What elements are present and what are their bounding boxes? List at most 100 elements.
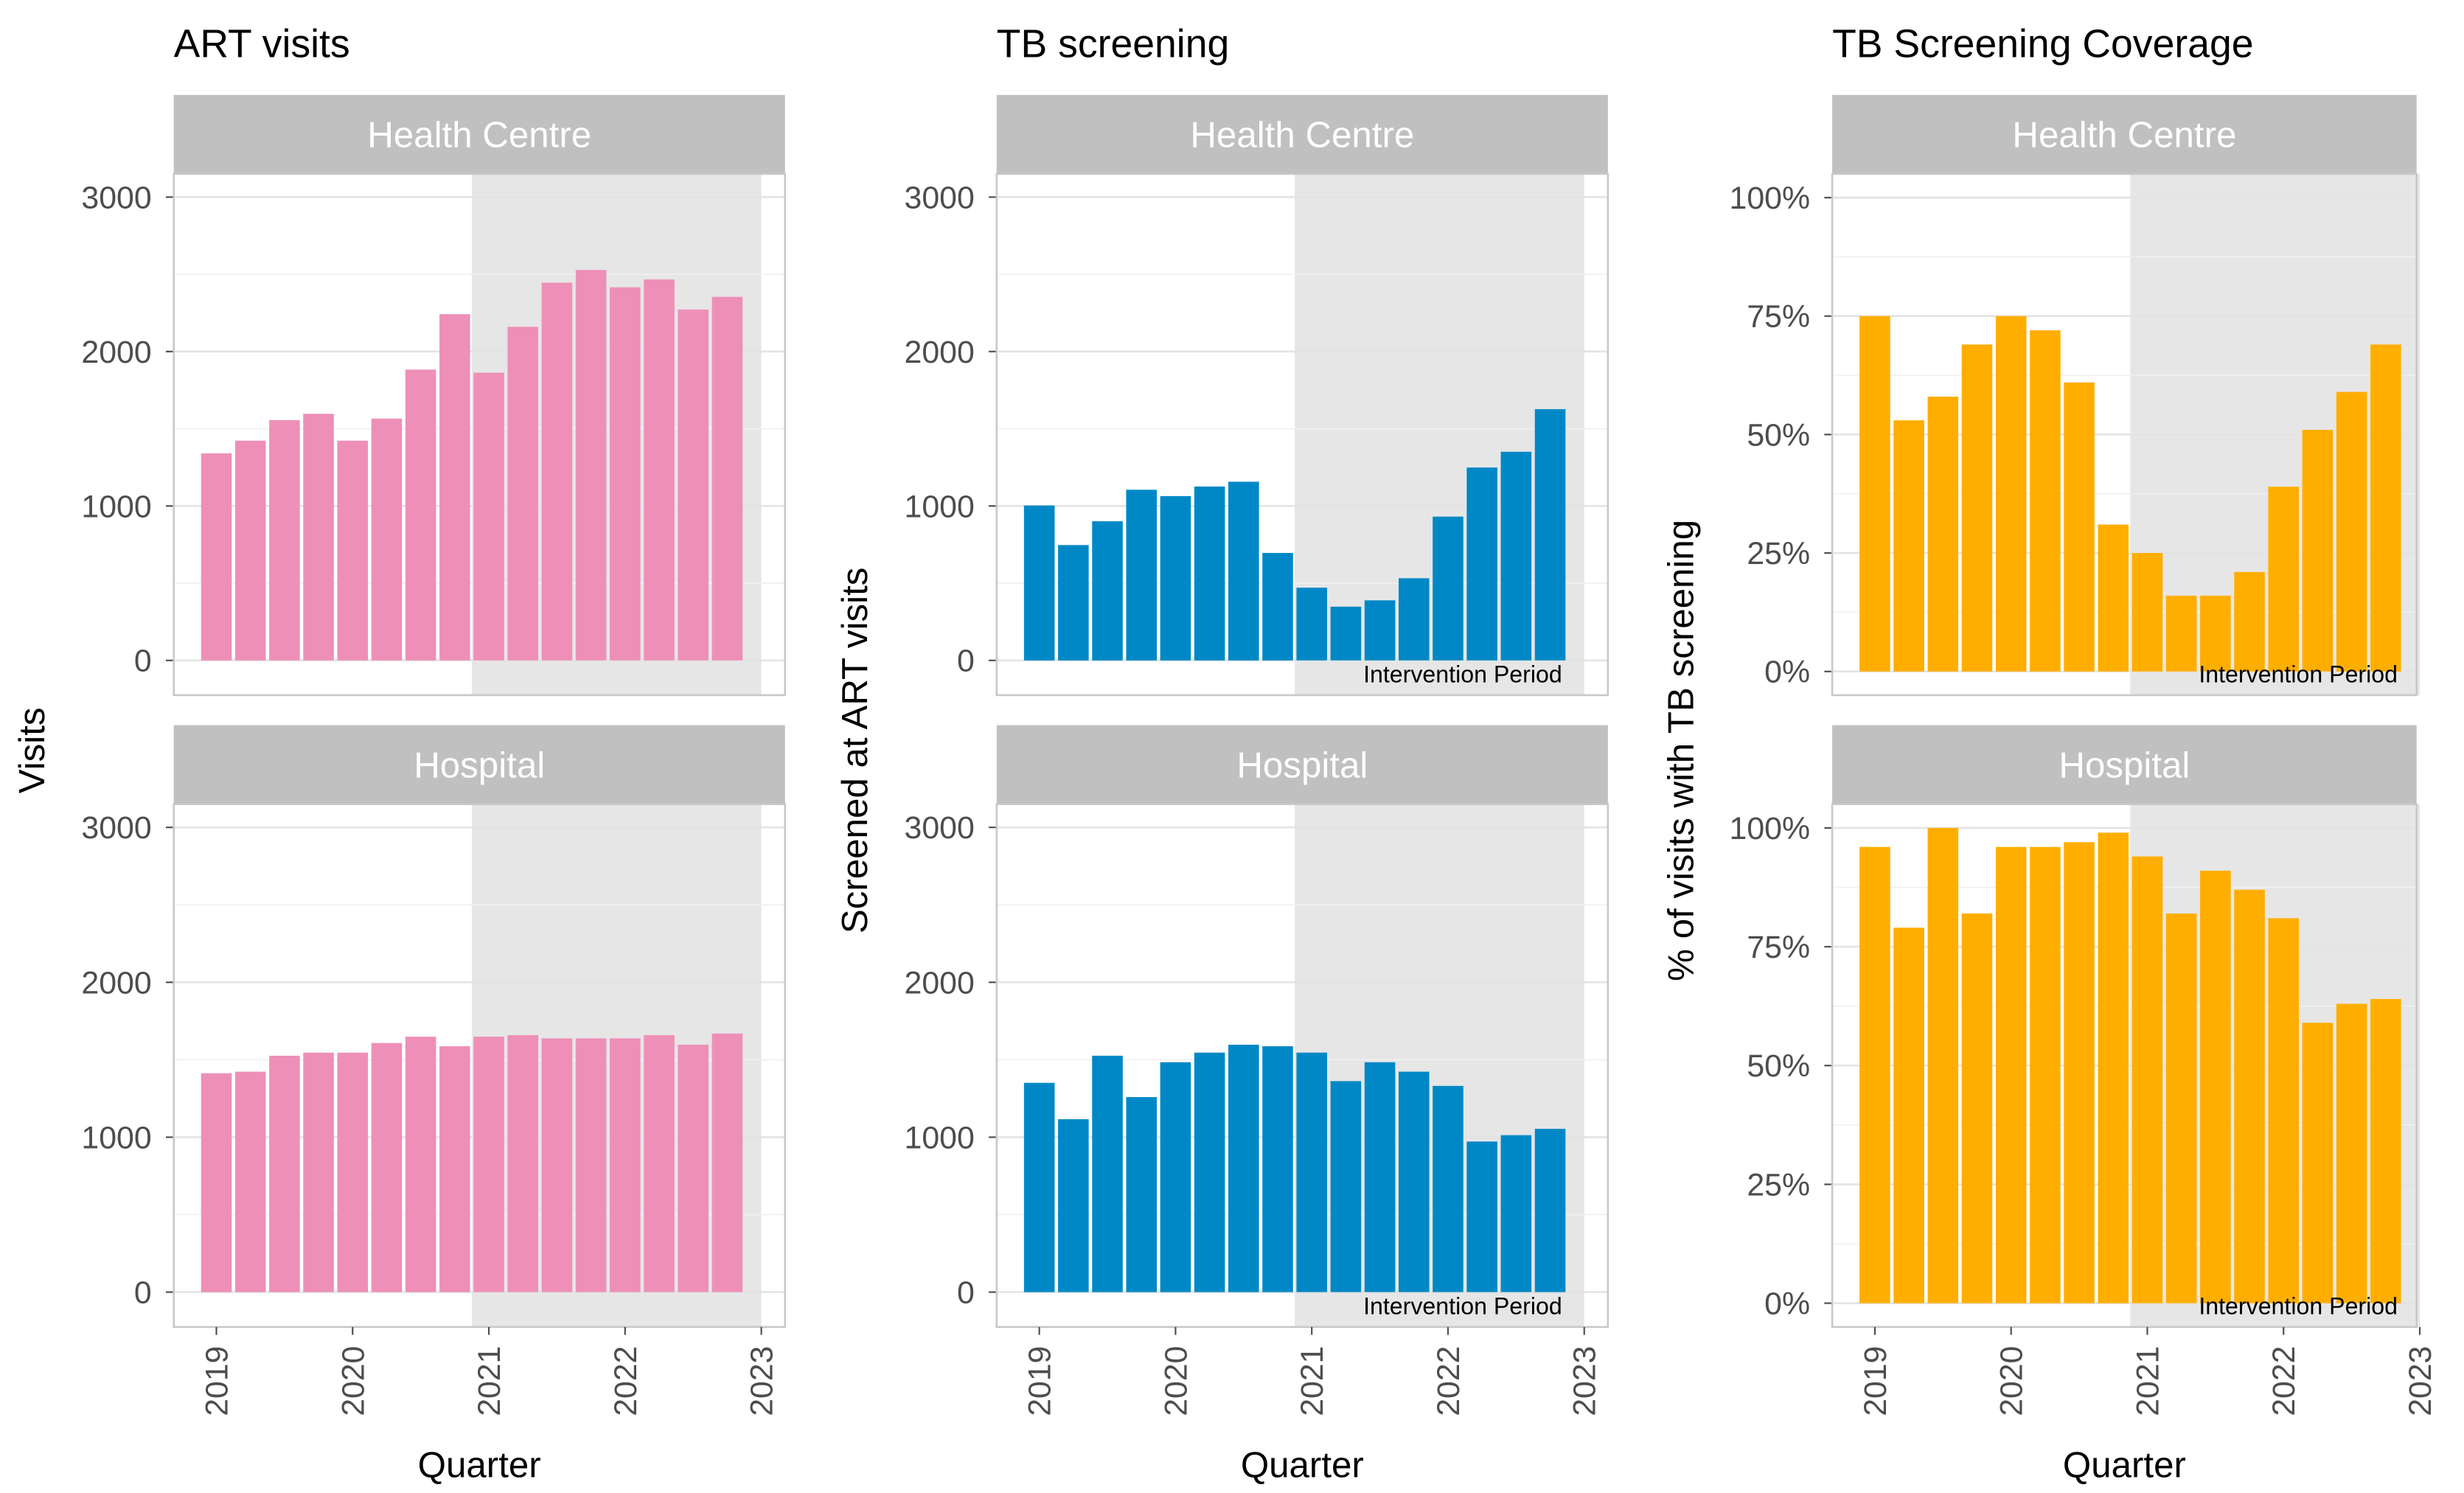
bar: [201, 1073, 232, 1292]
bar: [610, 1038, 641, 1292]
bar: [1092, 521, 1123, 661]
bar: [1330, 606, 1362, 661]
y-axis-label: Screened at ART visits: [835, 568, 875, 934]
bar: [711, 296, 743, 661]
y-tick-label: 0: [134, 644, 152, 679]
panel-border: [173, 173, 787, 697]
y-tick-label: 100%: [1730, 181, 1811, 216]
facet-label: Health Centre: [1190, 114, 1414, 155]
facet-strip: [996, 725, 1608, 804]
y-tick-label: 1000: [81, 1120, 151, 1155]
y-tick-label: 1000: [905, 489, 975, 524]
bar: [575, 270, 607, 661]
bar: [507, 327, 539, 661]
bar: [2165, 913, 2197, 1304]
bar: [1534, 408, 1566, 661]
bar: [269, 1055, 300, 1292]
bar: [337, 440, 369, 661]
bar: [1194, 1052, 1225, 1292]
bar: [2064, 382, 2095, 672]
y-tick-label: 0: [957, 644, 975, 679]
bar: [2302, 429, 2334, 672]
bar: [1228, 1044, 1259, 1292]
bar: [1466, 467, 1497, 661]
bar: [1262, 552, 1293, 661]
x-tick-label: 2020: [335, 1346, 371, 1416]
chart-title: TB screening: [997, 22, 1229, 66]
y-tick-label: 3000: [81, 810, 151, 846]
annotation-label: Intervention Period: [1363, 661, 1562, 688]
y-tick-label: 50%: [1747, 417, 1810, 453]
bar: [234, 1071, 266, 1292]
bar: [303, 414, 334, 661]
panel-border: [995, 173, 1609, 697]
bar: [1296, 588, 1327, 661]
bar: [1433, 516, 1464, 661]
x-axis-label: Quarter: [1241, 1444, 1364, 1485]
bar: [1398, 1071, 1430, 1292]
bar: [2302, 1023, 2334, 1304]
bar: [2200, 595, 2231, 672]
bar: [2098, 832, 2129, 1304]
bar: [575, 1038, 607, 1292]
bar: [1500, 451, 1532, 661]
y-tick-label: 3000: [81, 180, 151, 215]
x-tick-label: 2019: [1023, 1346, 1058, 1416]
bar: [439, 1046, 470, 1292]
y-tick-label: 0: [957, 1276, 975, 1311]
bar: [303, 1052, 334, 1292]
x-tick-label: 2019: [199, 1346, 234, 1416]
facet-strip: [173, 94, 785, 174]
bar: [2064, 842, 2095, 1304]
facet-strip: [173, 725, 785, 804]
bar: [1023, 1082, 1055, 1292]
bar: [439, 314, 470, 661]
bar: [473, 1037, 504, 1292]
bar: [1058, 1119, 1089, 1292]
bar: [2234, 571, 2265, 672]
bar: [1058, 545, 1089, 661]
bar: [2234, 889, 2265, 1304]
bar: [2336, 1003, 2367, 1304]
panel-border: [173, 803, 787, 1329]
bar: [405, 369, 436, 661]
y-tick-label: 0: [134, 1276, 152, 1311]
y-tick-label: 0%: [1764, 655, 1810, 690]
bar: [1433, 1085, 1464, 1292]
x-tick-label: 2023: [745, 1346, 780, 1416]
y-tick-label: 1000: [81, 489, 151, 524]
bar: [1160, 495, 1191, 661]
bar: [1194, 486, 1225, 661]
bar: [1126, 490, 1158, 661]
bar: [371, 1043, 403, 1292]
facet-label: Hospital: [1236, 745, 1368, 785]
bar: [711, 1033, 743, 1292]
chart-title: TB Screening Coverage: [1832, 22, 2253, 66]
facet-label: Health Centre: [2012, 114, 2236, 155]
bar: [610, 287, 641, 661]
bar: [1364, 600, 1396, 661]
bar: [2268, 918, 2300, 1304]
bar: [1961, 344, 1993, 672]
y-tick-label: 0%: [1764, 1287, 1810, 1322]
facet-strip: [996, 94, 1608, 174]
bar: [507, 1034, 539, 1292]
facet-panel: Health Centre 0 1000 2000 3000 Intervention P…: [905, 94, 1609, 697]
bar: [2131, 856, 2163, 1304]
bar: [473, 372, 504, 661]
bar: [2336, 391, 2367, 672]
bar: [1995, 316, 2027, 672]
y-tick-label: 25%: [1747, 1167, 1810, 1203]
x-tick-label: 2022: [1431, 1346, 1466, 1416]
panel-border: [995, 803, 1609, 1329]
facet-panel: Hospital 0 1000 2000 3000 Intervention Period…: [905, 725, 1609, 1416]
bar: [678, 1044, 709, 1292]
y-tick-label: 2000: [81, 965, 151, 1000]
annotation-label: Intervention Period: [2199, 1293, 2398, 1320]
x-tick-label: 2021: [472, 1346, 507, 1416]
bar: [678, 309, 709, 661]
x-tick-label: 2020: [1994, 1346, 2030, 1416]
y-tick-label: 25%: [1747, 536, 1810, 571]
bar: [371, 418, 403, 661]
bar: [1364, 1062, 1396, 1292]
